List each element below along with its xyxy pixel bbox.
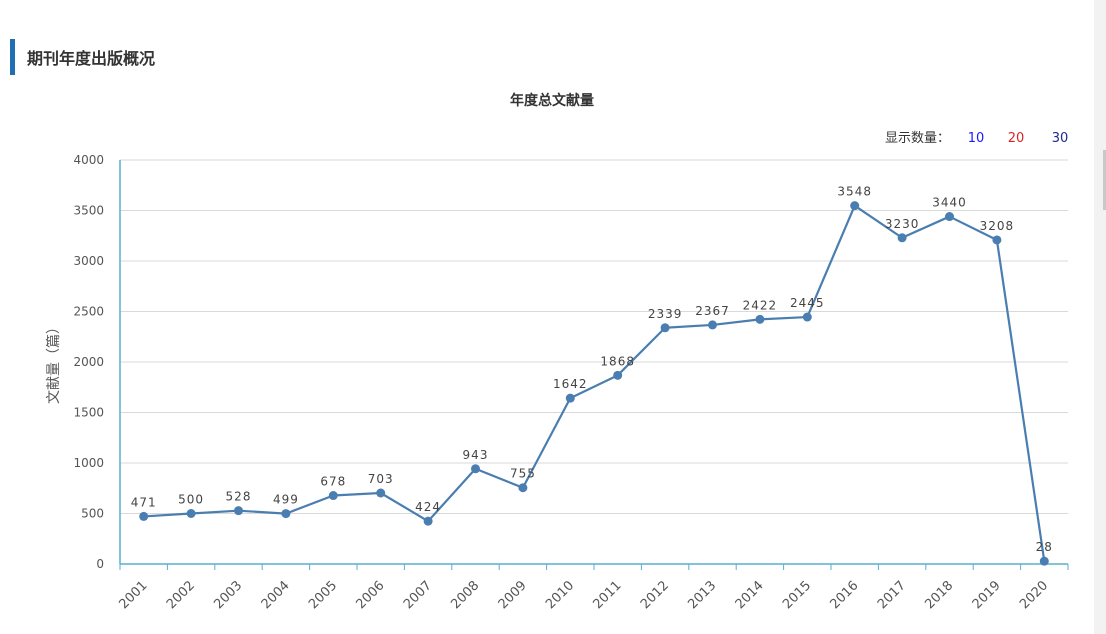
display-count-selector: 显示数量： 10 20 30 [885,131,1068,146]
data-label: 424 [415,500,441,514]
data-point[interactable] [850,201,860,211]
data-point[interactable] [897,233,907,243]
data-label: 943 [463,448,489,462]
section-accent-bar [10,39,15,75]
x-tick-label: 2010 [543,578,577,612]
chart-title: 年度总文献量 [510,92,594,109]
x-tick-label: 2012 [638,578,672,612]
y-axis-label: 文献量（篇） [46,320,62,404]
scrollbar-thumb[interactable] [1103,150,1106,210]
data-point[interactable] [234,506,243,516]
data-point[interactable] [802,312,812,322]
data-label: 755 [510,467,536,481]
data-point[interactable] [1039,556,1049,566]
data-point[interactable] [755,314,765,324]
x-tick-label: 2002 [164,578,198,612]
display-count-30-option[interactable]: 30 [1052,131,1069,146]
y-tick-label: 500 [81,507,104,521]
x-tick-label: 2020 [1017,578,1051,612]
data-point[interactable] [660,323,670,333]
y-tick-label: 3500 [73,204,104,218]
data-point[interactable] [471,464,480,474]
y-tick-label: 4000 [73,153,104,167]
data-labels: 471 500 528 499 678 703 424 943 755 1642 1868 2339 2… [131,185,1053,555]
x-tick-label: 2013 [685,578,719,612]
data-point[interactable] [139,511,149,521]
x-tick-label: 2006 [354,578,388,612]
data-point[interactable] [708,320,717,330]
data-label: 3440 [932,196,967,210]
x-tick-label: 2004 [259,578,293,612]
series-line-group [143,204,1046,562]
data-label: 499 [273,493,299,507]
x-tick-label: 2009 [496,578,530,612]
scrollbar[interactable] [1094,0,1106,634]
data-point[interactable] [423,516,433,526]
y-tick-label: 2500 [73,305,104,319]
x-tick-label: 2003 [211,578,245,612]
data-label: 528 [226,490,252,504]
data-point[interactable] [518,483,528,493]
data-point[interactable] [328,491,338,501]
series-line [143,204,1046,562]
x-tick-label: 2015 [780,578,814,612]
data-label: 28 [1036,540,1053,554]
x-tick-label: 2014 [733,578,767,612]
y-tick-label: 0 [96,557,104,571]
data-point[interactable] [281,509,291,519]
data-label: 3208 [980,219,1015,233]
data-point[interactable] [376,488,386,498]
display-count-10-option[interactable]: 10 [968,131,985,146]
x-tick-label: 2016 [828,578,862,612]
display-count-20-option[interactable]: 20 [1008,131,1025,146]
x-tick-label: 2019 [970,578,1004,612]
data-label: 3230 [885,217,920,231]
y-tick-label: 2000 [73,355,104,369]
section-title: 期刊年度出版概况 [27,49,156,68]
data-label: 471 [131,495,157,509]
data-point[interactable] [613,370,623,380]
x-tick-label: 2001 [117,578,151,612]
x-tick-label: 2008 [448,578,482,612]
data-label: 2422 [743,298,778,312]
x-tick-label: 2017 [875,578,909,612]
display-count-label: 显示数量： [885,131,950,146]
data-label: 2445 [790,296,825,310]
data-point[interactable] [992,235,1002,245]
y-tick-label: 1000 [73,456,104,470]
data-label: 1642 [553,377,588,391]
y-axis-ticks: 0 500 1000 1500 2000 2500 3000 3500 4000 [73,153,104,571]
data-label: 2339 [648,307,683,321]
data-label: 3548 [837,185,872,199]
data-label: 1868 [600,354,635,368]
data-label: 2367 [695,304,730,318]
y-tick-label: 1500 [73,406,104,420]
grid-lines [120,159,1068,565]
data-point[interactable] [186,509,196,518]
data-points [139,201,1049,566]
y-tick-label: 3000 [73,254,104,268]
data-label: 678 [320,475,346,489]
section-header: 期刊年度出版概况 [10,39,155,75]
x-tick-label: 2005 [306,578,340,612]
x-tick-label: 2018 [922,578,956,612]
data-label: 500 [178,493,204,507]
x-tick-label: 2011 [591,578,625,612]
x-tick-label: 2007 [401,578,435,612]
data-point[interactable] [565,393,575,403]
data-point[interactable] [945,212,954,222]
data-label: 703 [368,472,394,486]
